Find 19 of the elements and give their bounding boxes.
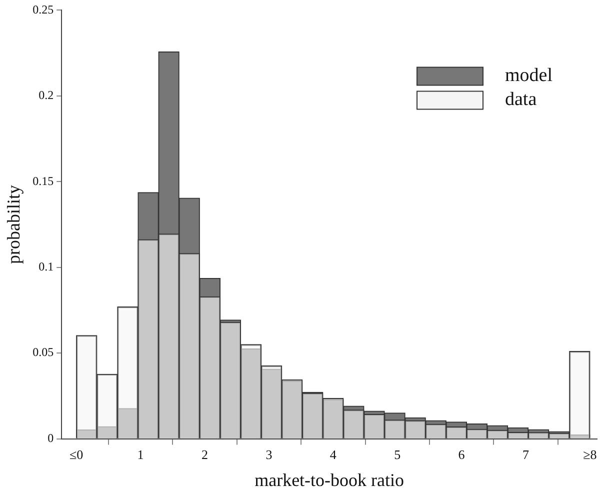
x-tick-label: 1 xyxy=(137,447,144,462)
legend-label: data xyxy=(505,89,538,110)
x-tick-label: 2 xyxy=(202,447,208,462)
y-tick-label: 0 xyxy=(48,430,54,445)
x-tick-label: ≥8 xyxy=(583,447,597,462)
x-tick-label: 4 xyxy=(330,447,337,462)
x-tick-label: 6 xyxy=(458,447,466,462)
y-tick-label: 0.15 xyxy=(32,174,54,188)
y-tick-label: 0.05 xyxy=(32,345,54,360)
legend-label: model xyxy=(505,65,552,86)
x-axis-title: market-to-book ratio xyxy=(254,470,404,490)
x-tick-label: 7 xyxy=(522,447,530,462)
x-tick-label: ≤0 xyxy=(70,447,84,462)
y-tick-label: 0.25 xyxy=(32,2,54,16)
x-tick-label: 3 xyxy=(266,447,272,462)
y-tick-label: 0.1 xyxy=(38,260,54,274)
y-tick-label: 0.2 xyxy=(38,88,54,102)
y-axis-title: probability xyxy=(4,185,24,264)
x-tick-label: 5 xyxy=(394,447,401,462)
